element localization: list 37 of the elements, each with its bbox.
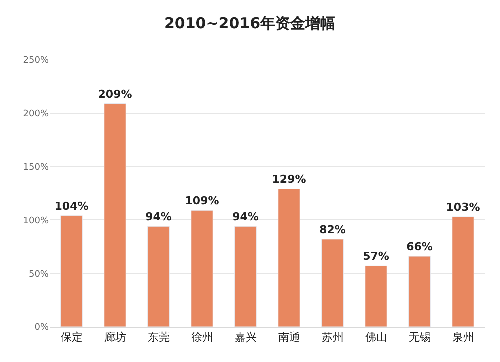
data-label: 109%	[185, 194, 220, 208]
data-label: 129%	[272, 173, 306, 186]
x-tick-label: 泉州	[452, 331, 474, 344]
chart-title: 2010~2016年资金增幅	[164, 14, 336, 33]
bar	[191, 210, 214, 327]
bar	[234, 226, 257, 327]
data-label: 57%	[363, 250, 390, 264]
data-label: 82%	[320, 223, 346, 236]
data-label: 94%	[232, 210, 259, 224]
data-label: 209%	[98, 88, 132, 101]
data-label: 103%	[446, 201, 480, 214]
bar	[322, 239, 344, 327]
bar	[408, 256, 431, 327]
data-label: 66%	[406, 240, 433, 254]
x-tick-label: 无锡	[408, 331, 431, 344]
x-tick-label: 苏州	[322, 331, 344, 344]
y-tick-label: 0%	[34, 323, 50, 334]
y-tick-label: 150%	[23, 162, 50, 173]
bar	[365, 266, 388, 327]
bar	[60, 216, 83, 327]
data-label: 104%	[54, 200, 89, 213]
bar	[148, 226, 170, 327]
y-tick-label: 50%	[28, 270, 50, 280]
bar	[278, 188, 300, 327]
bar	[452, 216, 474, 327]
x-tick-label: 徐州	[191, 331, 214, 344]
data-label: 94%	[146, 210, 172, 224]
x-tick-label: 保定	[60, 331, 83, 344]
x-tick-label: 佛山	[365, 331, 388, 344]
y-tick-label: 200%	[23, 110, 50, 120]
x-tick-label: 嘉兴	[234, 331, 257, 344]
y-tick-label: 250%	[23, 56, 50, 66]
y-tick-label: 100%	[23, 216, 50, 226]
bar	[104, 104, 126, 327]
x-tick-label: 南通	[278, 331, 300, 344]
x-tick-label: 廊坊	[104, 331, 126, 344]
x-tick-label: 东莞	[148, 331, 170, 344]
